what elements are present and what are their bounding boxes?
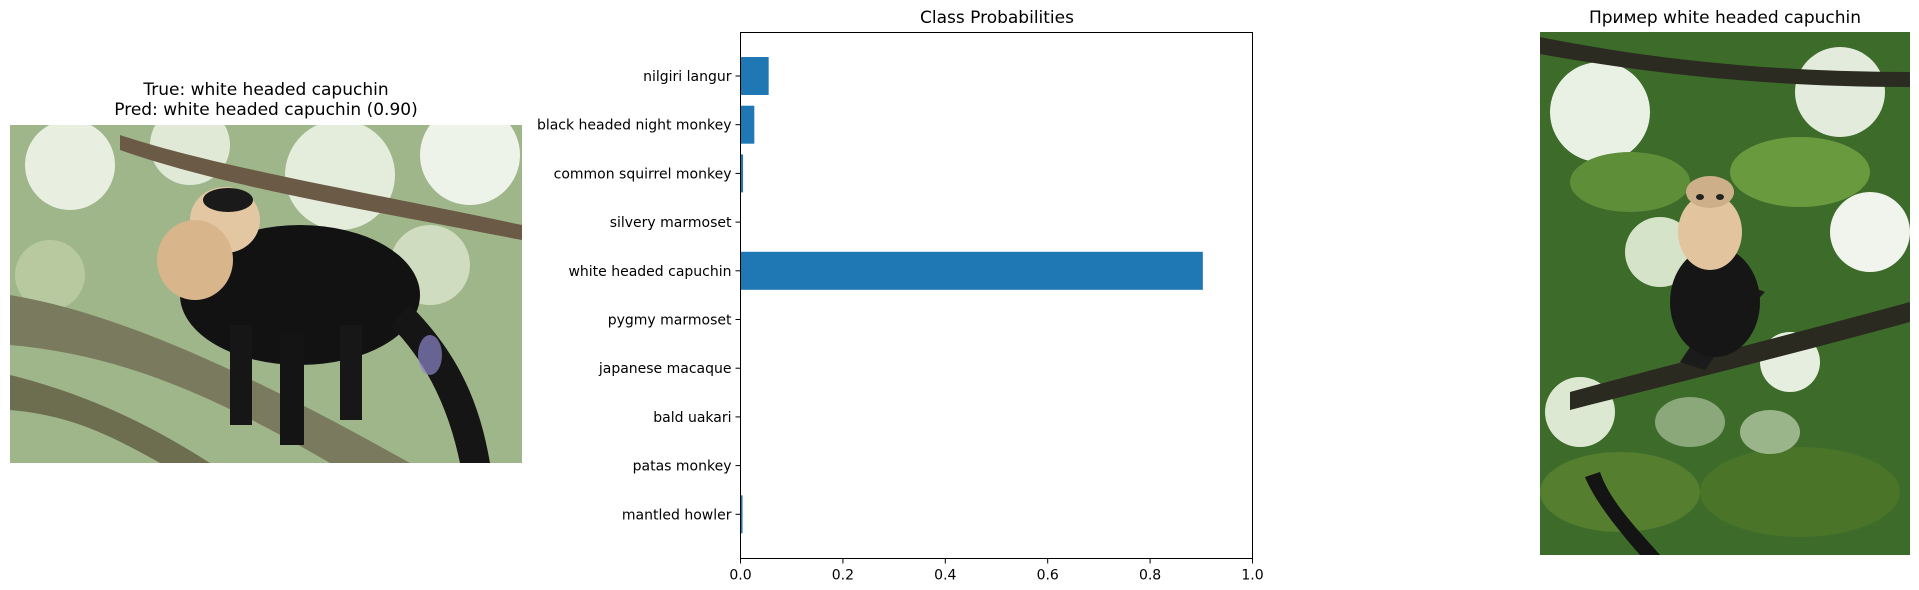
plot-frame	[740, 32, 1253, 559]
y-tick-label: japanese macaque	[598, 361, 732, 377]
x-tick-label: 0.2	[832, 568, 854, 584]
y-tick-label: common squirrel monkey	[554, 166, 732, 182]
x-ticks-layer: 0.0 0.2 0.4 0.6 0.8 1.0	[729, 558, 1264, 584]
x-tick-label: 0.8	[1139, 568, 1161, 584]
bar-nilgiri-langur	[740, 57, 769, 95]
bars-layer	[740, 57, 1203, 534]
pred-label: Pred: white headed capuchin (0.90)	[114, 100, 418, 120]
y-tick-label: mantled howler	[622, 507, 732, 523]
x-tick-label: 1.0	[1241, 568, 1263, 584]
true-label: True: white headed capuchin	[143, 80, 389, 100]
y-tick-label: bald uakari	[653, 410, 731, 426]
y-tick-label: pygmy marmoset	[608, 313, 732, 329]
y-tick-label: nilgiri langur	[643, 69, 732, 85]
capuchin-photo-icon	[1540, 32, 1910, 555]
y-ticks-layer: nilgiri langur black headed night monkey c…	[537, 69, 741, 523]
chart-title: Class Probabilities	[920, 8, 1074, 28]
bar-black-headed-night-monkey	[740, 105, 755, 144]
input-image	[10, 125, 522, 463]
y-tick-label: silvery marmoset	[610, 215, 732, 231]
left-panel-title: True: white headed capuchin Pred: white …	[10, 80, 522, 120]
example-image	[1540, 32, 1910, 555]
x-tick-label: 0.0	[729, 568, 751, 584]
bar-common-squirrel-monkey	[740, 154, 744, 193]
capuchin-photo-icon	[10, 125, 522, 463]
y-tick-label: patas monkey	[633, 459, 732, 475]
y-tick-label: black headed night monkey	[537, 118, 732, 134]
x-tick-label: 0.6	[1037, 568, 1059, 584]
y-tick-label: white headed capuchin	[568, 264, 731, 280]
bar-white-headed-capuchin	[740, 251, 1203, 290]
bar-mantled-howler	[740, 495, 743, 534]
x-tick-label: 0.4	[934, 568, 956, 584]
right-panel-title: Пример white headed capuchin	[1588, 8, 1862, 28]
